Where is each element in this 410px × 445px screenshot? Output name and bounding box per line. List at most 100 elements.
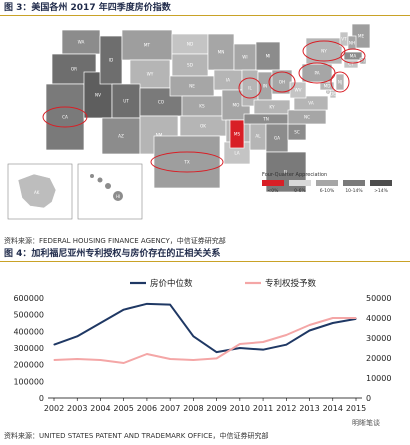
- x-tick-label: 2003: [67, 404, 87, 413]
- state-label-ky: KY: [269, 105, 275, 110]
- y-left-tick-label: 300000: [13, 344, 44, 353]
- state-label-ks: KS: [199, 104, 205, 109]
- state-label-ca: CA: [62, 115, 68, 120]
- x-tick-label: 2008: [183, 404, 203, 413]
- y-right-tick-label: 40000: [366, 314, 391, 323]
- state-pa: PA: [301, 63, 333, 83]
- data-point: [285, 344, 287, 346]
- map-svg: WA OR CA NV ID MT WY UT AZ CO NM ND SD NE KS OK TX MN IA MO…: [7, 23, 392, 220]
- state-tiles: WA OR CA NV ID MT WY UT AZ CO NM ND SD NE KS OK TX MN IA MO…: [45, 23, 371, 193]
- state-label-ut: UT: [123, 99, 129, 104]
- series-line-2: [53, 317, 356, 364]
- data-point: [285, 334, 287, 336]
- x-tick-label: 2007: [160, 404, 180, 413]
- x-tick-label: 2002: [44, 404, 64, 413]
- figure3-source: 资料来源：FEDERAL HOUSING FINANCE AGENCY，中信证券…: [4, 237, 226, 245]
- state-ga: GA: [265, 123, 289, 153]
- y-left-tick-label: 0: [39, 394, 44, 403]
- data-point: [239, 347, 241, 349]
- data-point: [146, 303, 148, 305]
- state-label-nv: NV: [95, 93, 101, 98]
- state-sc: SC: [287, 123, 307, 141]
- state-label-mi: MI: [266, 54, 271, 59]
- state-label-vt: VT: [341, 37, 347, 42]
- state-wy: WY: [129, 59, 171, 89]
- data-point: [169, 358, 171, 360]
- data-point: [146, 353, 148, 355]
- state-label-in: IN: [263, 84, 267, 89]
- figure4-title: 图 4：加利福尼亚州专利授权与房价存在的正相关关系: [0, 247, 410, 262]
- state-ok: OK: [179, 115, 227, 137]
- state-id: ID: [99, 35, 123, 85]
- circled-states: [42, 40, 366, 173]
- legend-title: Four-Quarter Appreciation: [262, 172, 327, 178]
- legend-swatch: [262, 180, 284, 186]
- state-label-id: ID: [109, 58, 113, 63]
- data-point: [53, 359, 55, 361]
- state-sd: SD: [171, 53, 209, 77]
- state-tx: TX: [153, 135, 221, 189]
- y-left-tick-label: 400000: [13, 327, 44, 336]
- alaska-shape: [17, 173, 57, 209]
- state-label-il: IL: [248, 86, 252, 91]
- state-label-wv: WV: [294, 88, 301, 93]
- legend-label: 房价中位数: [150, 278, 193, 289]
- patent-price-chart: 2002 2003 2004 2005 2006 2007 2008 2009 2010 2011…: [0, 256, 410, 426]
- data-point: [99, 322, 102, 324]
- state-mt: MT: [121, 29, 173, 61]
- state-ks: KS: [181, 95, 223, 117]
- circle-tx: [150, 151, 224, 173]
- state-label-oh: OH: [279, 80, 285, 85]
- state-label-pa: PA: [314, 71, 319, 76]
- state-label-ct: CT: [348, 62, 354, 67]
- state-label-dc: DC: [325, 90, 331, 95]
- state-mi: MI: [255, 41, 281, 71]
- legend-swatch: [370, 180, 392, 186]
- state-label-nc: NC: [304, 115, 310, 120]
- state-label-ak: AK: [34, 190, 40, 195]
- circle-oh: [268, 71, 296, 93]
- y-right-tick-label: 20000: [366, 354, 391, 363]
- state-al: AL: [249, 121, 267, 151]
- state-label-de: DE: [330, 92, 336, 97]
- y-left-tick-label: 500000: [13, 311, 44, 320]
- watermark: 明晰笔谈: [352, 419, 380, 427]
- x-tick-label: 2014: [323, 404, 343, 413]
- state-ms: MS: [229, 119, 245, 149]
- data-point: [192, 335, 194, 337]
- figure4-source: 资料来源：UNITED STATES PATENT AND TRADEMARK …: [4, 432, 269, 440]
- circle-pa: [298, 62, 336, 84]
- data-point: [216, 357, 218, 359]
- state-ri: RI: [359, 57, 367, 65]
- y-left-tick-label: 600000: [13, 294, 44, 303]
- state-label-nh: NH: [349, 41, 355, 46]
- hawaii-inset: [77, 163, 143, 220]
- y-right-tick-label: 0: [366, 394, 371, 403]
- state-label-ia: IA: [226, 78, 230, 83]
- legend-swatch: [289, 180, 311, 186]
- x-tick-label: 2011: [253, 404, 273, 413]
- data-point: [76, 335, 78, 337]
- data-point: [76, 358, 78, 360]
- legend-label: 专利权授予数: [265, 278, 317, 289]
- state-label-ma: MA: [350, 54, 357, 59]
- x-tick-label: 2004: [90, 404, 110, 413]
- state-label-al: AL: [255, 134, 261, 139]
- x-tick-label: 2006: [137, 404, 157, 413]
- data-point: [332, 322, 334, 324]
- y-left-tick-label: 100000: [13, 377, 44, 386]
- x-tick-label: 2012: [276, 404, 296, 413]
- state-label-tn: TN: [262, 117, 269, 122]
- state-label-me: ME: [358, 34, 365, 39]
- hawaii-shape: [90, 174, 123, 201]
- data-point: [216, 351, 218, 353]
- state-label-ok: OK: [200, 124, 206, 129]
- series-line-1: [53, 302, 357, 354]
- state-label-ri: RI: [361, 59, 365, 64]
- state-ut: UT: [111, 83, 141, 119]
- us-state-map: WA OR CA NV ID MT WY UT AZ CO NM ND SD NE KS OK TX MN IA MO…: [4, 18, 406, 232]
- state-nj: NJ: [335, 73, 345, 91]
- state-label-md: MD: [324, 84, 331, 89]
- legend-label: 0-6%: [294, 188, 306, 194]
- state-ky: KY: [253, 99, 291, 115]
